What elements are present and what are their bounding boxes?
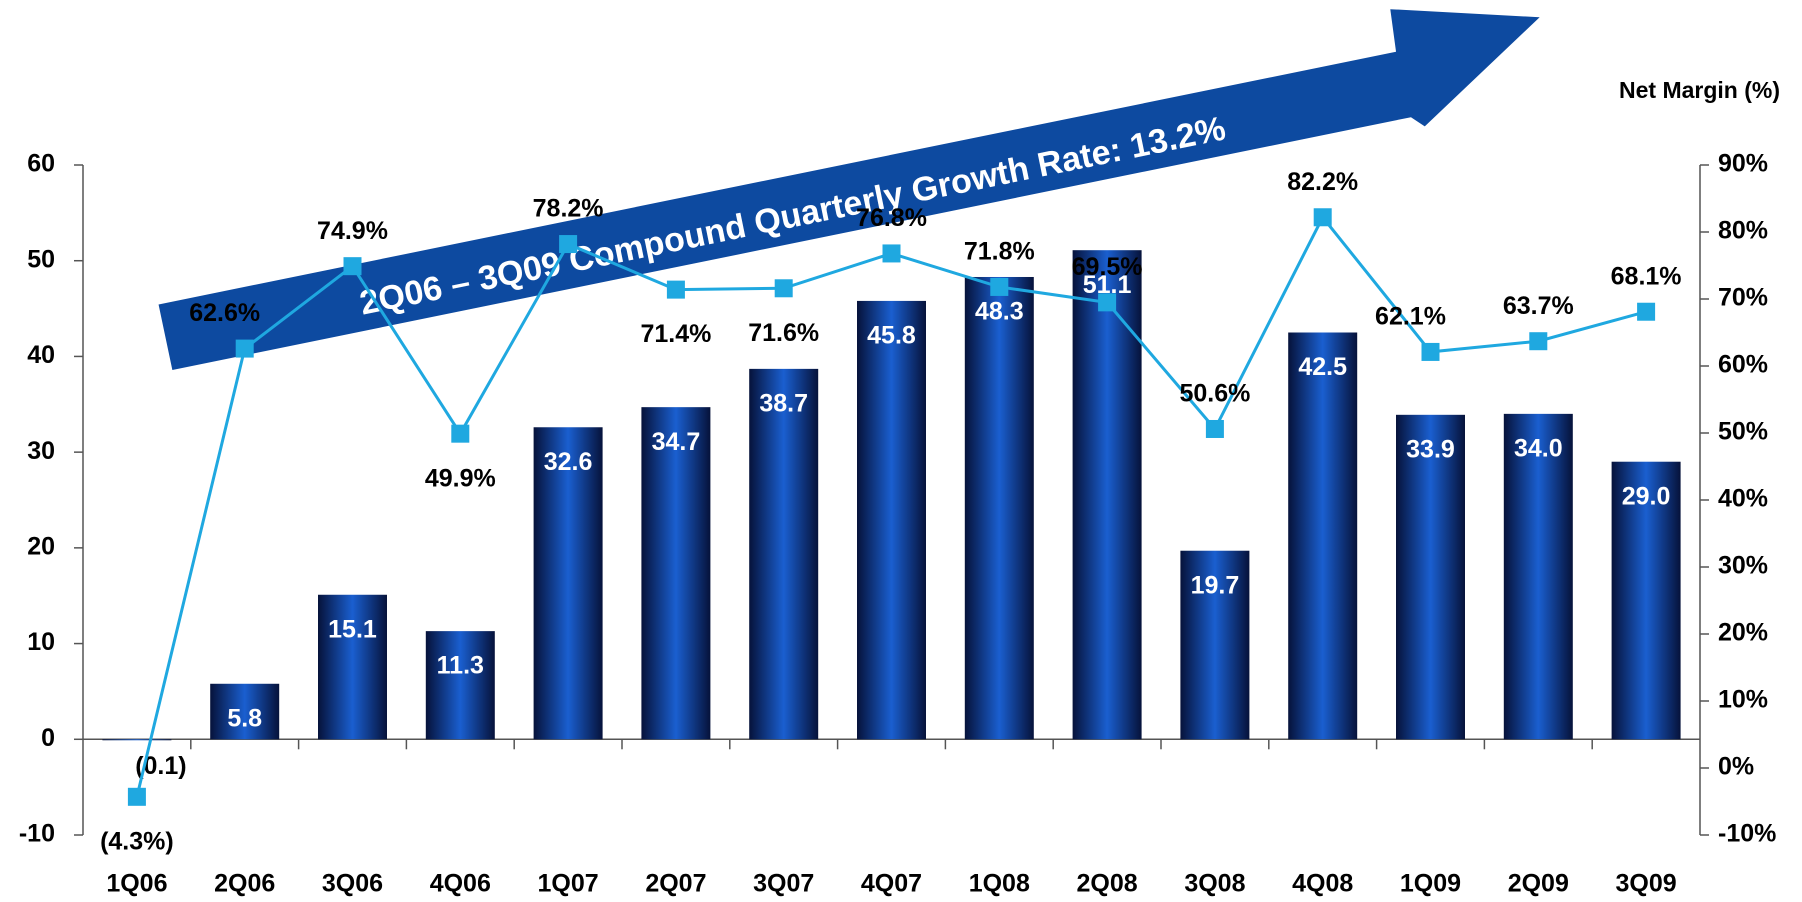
- bar-label: 33.9: [1406, 435, 1455, 463]
- margin-marker: [1637, 302, 1656, 321]
- x-tick-label: 1Q07: [538, 870, 599, 898]
- margin-label: 50.6%: [1179, 380, 1250, 408]
- margin-marker: [559, 235, 578, 254]
- y2-tick-label: 20%: [1718, 619, 1768, 647]
- bar: [641, 407, 711, 740]
- bar-label: 34.0: [1514, 434, 1563, 462]
- margin-marker: [882, 244, 901, 263]
- bar: [1503, 413, 1573, 740]
- margin-label: 76.8%: [856, 204, 927, 232]
- margin-label: 68.1%: [1611, 262, 1682, 290]
- x-tick-label: 3Q09: [1616, 870, 1677, 898]
- margin-marker: [235, 339, 254, 358]
- y-tick-label: 20: [27, 532, 55, 560]
- bar-label: 11.3: [437, 652, 484, 680]
- x-tick-label: 2Q06: [214, 870, 275, 898]
- x-tick-label: 3Q07: [753, 870, 814, 898]
- bar-label: 19.7: [1191, 571, 1240, 599]
- bar: [964, 276, 1034, 740]
- bar-label: 42.5: [1298, 353, 1347, 381]
- bar: [857, 300, 926, 740]
- y2-tick-label: -10%: [1718, 820, 1776, 848]
- x-tick-label: 2Q07: [645, 870, 706, 898]
- x-tick-label: 2Q08: [1077, 870, 1138, 898]
- x-tick-label: 1Q08: [969, 870, 1030, 898]
- margin-marker: [990, 277, 1009, 296]
- margin-label: 71.4%: [640, 320, 711, 348]
- y2-tick-label: 90%: [1718, 150, 1768, 178]
- y2-tick-label: 70%: [1718, 284, 1768, 312]
- x-tick-label: 2Q09: [1508, 870, 1569, 898]
- x-tick-label: 4Q06: [430, 870, 491, 898]
- x-tick-label: 3Q06: [322, 870, 383, 898]
- margin-label: 63.7%: [1503, 292, 1574, 320]
- bar: [533, 427, 603, 740]
- margin-label: 71.8%: [964, 238, 1035, 266]
- bar-label: 45.8: [867, 322, 916, 350]
- bar-label: 34.7: [652, 428, 701, 456]
- margin-marker: [1098, 293, 1117, 312]
- bar-label: 29.0: [1622, 482, 1671, 510]
- y-tick-label: 40: [27, 341, 55, 369]
- bar-label: 38.7: [759, 389, 808, 417]
- margin-label: (4.3%): [100, 827, 174, 855]
- margin-label: 78.2%: [533, 195, 604, 223]
- margin-marker: [1205, 419, 1224, 438]
- margin-marker: [343, 257, 362, 276]
- bar: [425, 631, 495, 740]
- x-tick-label: 1Q06: [106, 870, 167, 898]
- y2-tick-label: 10%: [1718, 686, 1768, 714]
- y-tick-label: 10: [27, 628, 55, 656]
- x-tick-label: 1Q09: [1400, 870, 1461, 898]
- margin-marker: [1421, 342, 1440, 361]
- margin-label: 74.9%: [317, 217, 388, 245]
- bar-label: 5.8: [227, 704, 262, 732]
- bar-label: 32.6: [544, 448, 593, 476]
- bar: [210, 683, 280, 740]
- y2-tick-label: 0%: [1718, 753, 1754, 781]
- y2-tick-label: 30%: [1718, 552, 1768, 580]
- margin-label: 69.5%: [1072, 253, 1143, 281]
- x-tick-label: 4Q07: [861, 870, 922, 898]
- bar: [1072, 250, 1142, 740]
- y-tick-label: 50: [27, 245, 55, 273]
- bar: [1180, 550, 1250, 740]
- y-tick-label: -10: [19, 820, 55, 848]
- bar-label: 15.1: [328, 615, 377, 643]
- margin-label: 82.2%: [1287, 168, 1358, 196]
- margin-label: 49.9%: [425, 464, 496, 492]
- y-tick-label: 0: [41, 724, 55, 752]
- bar: [749, 368, 819, 740]
- margin-marker: [451, 424, 470, 443]
- margin-marker: [666, 280, 685, 299]
- x-tick-label: 4Q08: [1292, 870, 1353, 898]
- margin-marker: [1313, 208, 1332, 227]
- margin-label: 62.6%: [189, 299, 260, 327]
- margin-marker: [1529, 332, 1548, 351]
- bar: [1611, 461, 1681, 740]
- y2-tick-label: 80%: [1718, 217, 1768, 245]
- bar: [102, 739, 172, 741]
- margin-label: 71.6%: [748, 319, 819, 347]
- x-tick-label: 3Q08: [1184, 870, 1245, 898]
- bar: [1288, 332, 1358, 740]
- margin-marker: [127, 787, 146, 806]
- y2-tick-label: 50%: [1718, 418, 1768, 446]
- bar: [1396, 414, 1465, 740]
- y2-tick-label: 40%: [1718, 485, 1768, 513]
- bar: [318, 594, 387, 740]
- y-tick-label: 60: [27, 150, 55, 178]
- y2-axis-title: Net Margin (%): [1619, 77, 1780, 103]
- bar-label: 48.3: [975, 298, 1024, 326]
- margin-label: 62.1%: [1375, 303, 1446, 331]
- growth-arrow: [158, 9, 1540, 370]
- y2-tick-label: 60%: [1718, 351, 1768, 379]
- y-tick-label: 30: [27, 437, 55, 465]
- margin-marker: [774, 279, 793, 298]
